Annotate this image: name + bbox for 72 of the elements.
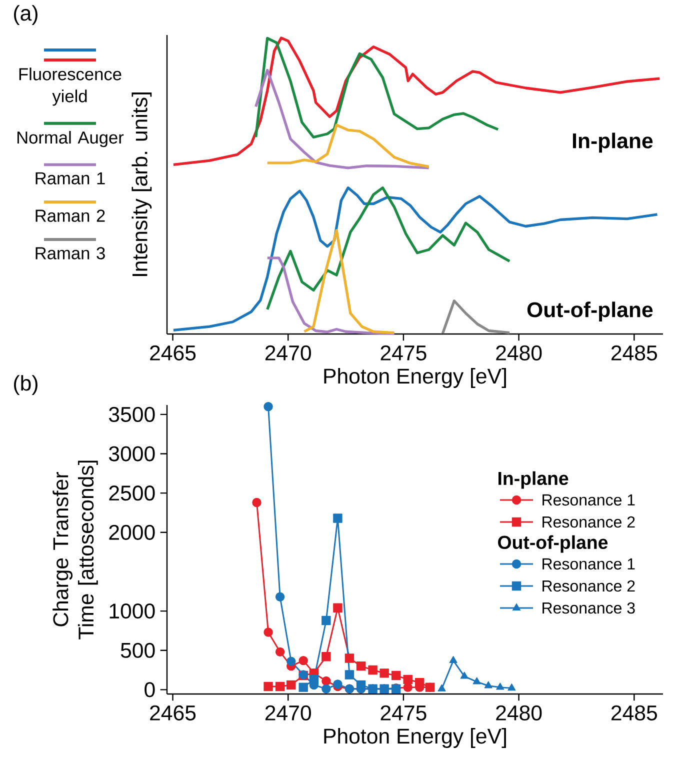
x-tick-label: 2480 <box>496 705 542 720</box>
annotation: Out-of-plane <box>498 535 608 553</box>
point <box>484 681 492 688</box>
x-tick-label: 2465 <box>150 345 196 360</box>
legend-label: Raman 1 <box>36 172 105 184</box>
legend-label: Raman 3 <box>36 247 105 260</box>
point <box>344 654 354 663</box>
annotation: In-plane <box>498 471 568 489</box>
x-tick-label: 2465 <box>150 705 196 720</box>
x-tick-label: 2470 <box>265 345 311 360</box>
point <box>333 603 342 612</box>
point <box>286 656 296 666</box>
point <box>252 498 262 508</box>
point <box>415 678 424 688</box>
legend-label: Resonance 1 <box>542 558 635 570</box>
point <box>298 682 308 692</box>
y-tick-label: 3000 <box>108 446 155 462</box>
legend-label: Resonance 1 <box>542 494 635 506</box>
point <box>391 670 401 680</box>
point <box>356 680 366 690</box>
y-axis-title: Charge Transfer Time [attoseconds] <box>52 460 98 640</box>
y-tick-label: 0 <box>144 682 155 698</box>
y-tick-label: 2500 <box>109 486 155 501</box>
point <box>333 514 342 523</box>
annotation: Out-of-plane <box>527 302 653 322</box>
x-tick-label: 2485 <box>611 345 657 360</box>
point <box>438 684 446 692</box>
x-tick-label: 2475 <box>380 345 426 360</box>
point <box>344 670 354 680</box>
y-tick-label: 3500 <box>108 406 155 422</box>
x-tick-label: 2470 <box>265 705 311 720</box>
point <box>322 684 331 694</box>
x-tick-label: 2475 <box>380 705 426 720</box>
point <box>264 628 273 637</box>
point <box>449 656 458 664</box>
y-axis-title: Intensity [arb. units] <box>132 92 152 276</box>
point <box>275 682 285 692</box>
y-tick-label: 500 <box>120 642 155 658</box>
point <box>264 402 273 412</box>
point <box>508 684 516 691</box>
point <box>380 668 389 678</box>
point <box>472 677 481 684</box>
point <box>496 682 504 690</box>
point <box>298 656 308 666</box>
point <box>333 680 342 689</box>
point <box>460 672 468 679</box>
chart-title: (a) <box>14 5 38 25</box>
point <box>322 616 331 626</box>
chart-title: (b) <box>14 375 38 395</box>
y-tick-label: 1000 <box>110 603 155 619</box>
legend-label: Raman 2 <box>36 210 105 222</box>
annotation: In-plane <box>572 132 653 153</box>
legend-label: Resonance 2 <box>542 516 635 528</box>
point <box>286 680 296 690</box>
legend-label: Resonance 3 <box>542 602 635 614</box>
point <box>403 674 412 684</box>
point <box>309 674 319 684</box>
x-tick-label: 2485 <box>611 705 657 720</box>
x-axis-title: Photon Energy [eV] <box>324 728 506 748</box>
point <box>322 652 331 662</box>
x-tick-label: 2480 <box>496 345 542 360</box>
point <box>368 665 378 675</box>
point <box>275 647 285 657</box>
legend-label: Fluorescence yield <box>19 68 122 106</box>
point <box>264 682 273 692</box>
point <box>356 661 366 671</box>
legend-label: Normal Auger <box>17 130 124 148</box>
y-tick-label: 2000 <box>109 524 155 540</box>
point <box>275 592 285 602</box>
legend-label: Resonance 2 <box>542 580 635 592</box>
x-axis-title: Photon Energy [eV] <box>324 368 506 388</box>
point <box>322 676 331 686</box>
